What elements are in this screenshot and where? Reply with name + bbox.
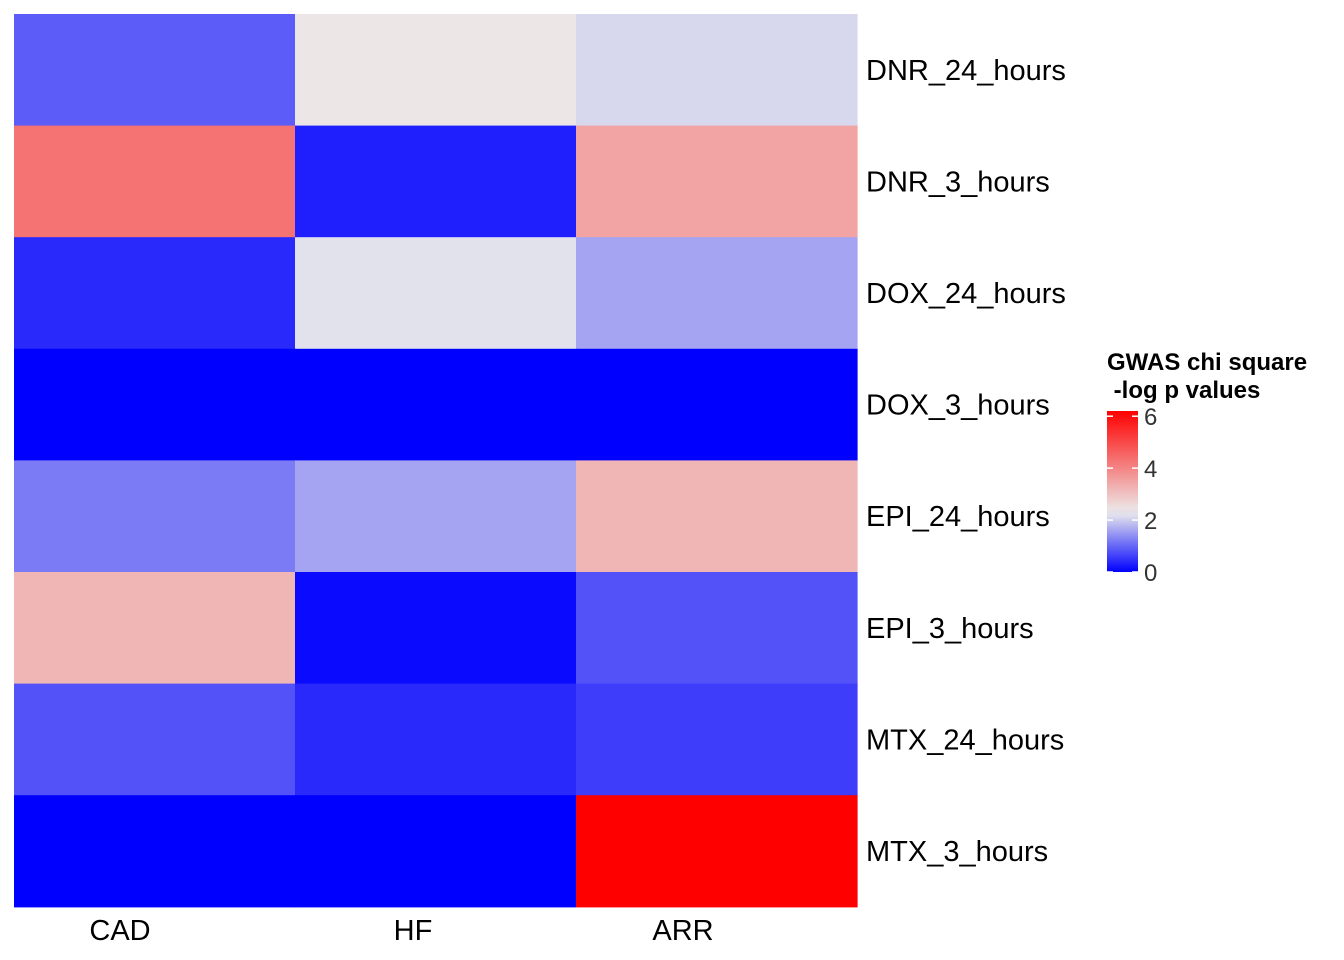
heatmap-cell [576,237,858,350]
column-label: ARR [652,915,713,947]
row-label: MTX_24_hours [866,724,1064,756]
legend-tick-label: 2 [1144,508,1157,535]
heatmap-cell [295,348,577,461]
heatmap-cell [14,125,296,238]
legend-tick-label: 4 [1144,456,1157,483]
row-label: MTX_3_hours [866,836,1048,868]
heatmap-cell [14,14,296,127]
legend-tick-label: 0 [1144,560,1157,587]
heatmap-cell [576,683,858,796]
heatmap-cell [14,795,296,908]
row-label: DOX_3_hours [866,390,1050,422]
heatmap-cell [14,572,296,685]
heatmap-cell [295,572,577,685]
row-label: DOX_24_hours [866,278,1066,310]
heatmap-cell [295,795,577,908]
heatmap-cell [14,348,296,461]
legend-title-line-1: GWAS chi square [1107,349,1307,376]
heatmap-cell [295,125,577,238]
heatmap-cell [14,460,296,573]
legend-title-line-2: -log p values [1107,377,1260,404]
row-label: EPI_24_hours [866,501,1050,533]
heatmap-cell [576,795,858,908]
heatmap-cell [576,460,858,573]
heatmap-cell [576,125,858,238]
color-legend: GWAS chi square -log p values 0 2 4 6 [1107,349,1307,587]
legend-ticks: 0 2 4 6 [1107,404,1157,587]
column-labels: CAD HF ARR [89,915,713,947]
heatmap-cell [295,237,577,350]
heatmap-cell [14,237,296,350]
legend-color-bar [1107,411,1138,572]
heatmap-cell [576,572,858,685]
column-label: CAD [89,915,150,947]
heatmap-cell [295,14,577,127]
row-labels: DNR_24_hours DNR_3_hours DOX_24_hours DOX_3… [866,55,1066,868]
row-label: DNR_3_hours [866,166,1050,198]
heatmap-cell [295,683,577,796]
column-label: HF [394,915,433,947]
heatmap-cells [14,14,858,908]
row-label: EPI_3_hours [866,613,1034,645]
heatmap-cell [576,348,858,461]
heatmap-cell [295,460,577,573]
heatmap-cell [14,683,296,796]
row-label: DNR_24_hours [866,55,1066,87]
heatmap-cell [576,14,858,127]
legend-tick-label: 6 [1144,404,1157,431]
